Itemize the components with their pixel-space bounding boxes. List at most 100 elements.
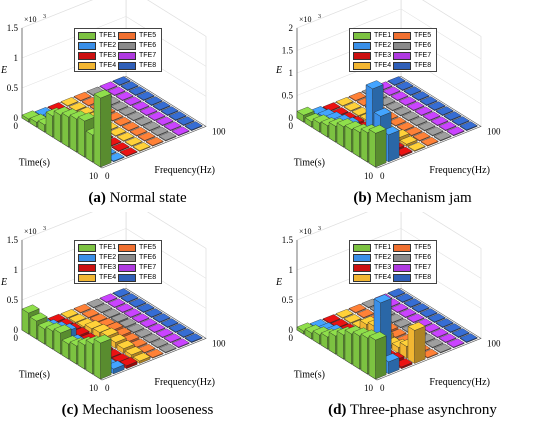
bar-tfe8-t7 <box>168 111 187 122</box>
legend-swatch <box>353 244 371 252</box>
legend-swatch <box>353 32 371 40</box>
legend-item-tfe7: TFE7 <box>393 263 433 273</box>
bar-tfe7-t8 <box>438 333 457 344</box>
z-tick-label: 2 <box>289 23 294 33</box>
legend-swatch <box>118 274 136 282</box>
legend-label: TFE8 <box>414 62 432 69</box>
bar-tfe8-t5 <box>427 313 446 324</box>
legend-label: TFE3 <box>374 264 392 271</box>
legend-swatch <box>393 42 411 50</box>
panel-caption: (b) Mechanism jam <box>275 190 550 207</box>
legend-label: TFE3 <box>99 264 117 271</box>
legend-swatch <box>393 254 411 262</box>
legend-swatch <box>353 62 371 70</box>
z-axis-label: E <box>0 277 7 288</box>
bar-tfe7-t0 <box>99 293 118 304</box>
legend-label: TFE8 <box>139 274 157 281</box>
z-exponent-power: 3 <box>43 14 46 20</box>
bar-tfe6-t7 <box>142 121 161 132</box>
bar-tfe7-t8 <box>438 121 457 132</box>
bar-tfe8-t5 <box>427 101 446 112</box>
bar-tfe8-t3 <box>411 303 430 314</box>
bar-tfe6-t9 <box>158 343 177 354</box>
freq-axis-label: Frequency(Hz) <box>429 165 490 176</box>
panel-b: 0 0.5 1 1.5 2 E ×10 3 0 10 0 100 Time(s) Frequency(Hz… <box>275 0 550 211</box>
legend-label: TFE7 <box>414 264 432 271</box>
time-tick-label: 10 <box>89 383 99 393</box>
bar-tfe7-t7 <box>430 116 449 127</box>
legend-label: TFE2 <box>99 254 117 261</box>
z-axis-label: E <box>0 65 7 76</box>
legend-swatch <box>118 254 136 262</box>
bar-tfe8-t0 <box>387 76 406 87</box>
caption-text: Mechanism looseness <box>78 402 214 418</box>
bar-tfe1-t9 <box>93 89 112 168</box>
bar-tfe7-t3 <box>123 96 142 107</box>
bar-tfe5-t7 <box>129 126 148 137</box>
bar-tfe6-t6 <box>134 328 153 339</box>
bar-tfe6-t3 <box>385 101 404 112</box>
bar-tfe4-t0 <box>60 309 79 319</box>
legend-item-tfe3: TFE3 <box>353 263 393 273</box>
legend-label: TFE1 <box>99 244 117 251</box>
time-axis-label: Time(s) <box>19 158 50 169</box>
bar-tfe4-t0 <box>335 309 354 319</box>
legend-item-tfe5: TFE5 <box>118 243 158 253</box>
legend-swatch <box>118 42 136 50</box>
time-tick-label: 0 <box>289 333 294 343</box>
panel-c: 0 0.5 1 1.5 E ×10 3 0 10 0 100 Time(s) Frequency(Hz)… <box>0 212 275 423</box>
legend-item-tfe1: TFE1 <box>353 31 393 41</box>
bar-tfe8-t8 <box>176 116 195 127</box>
z-exponent: ×10 <box>24 227 37 236</box>
bar-tfe8-t7 <box>443 111 462 122</box>
z-exponent-power: 3 <box>43 226 46 232</box>
freq-tick-label: 100 <box>487 126 501 136</box>
legend: TFE1 TFE5 TFE2 TFE6 TFE3 TFE7 TFE4 TFE8 <box>74 240 162 284</box>
bar-tfe7-t6 <box>147 323 166 334</box>
freq-tick-label: 0 <box>105 383 110 393</box>
time-axis-label: Time(s) <box>294 158 325 169</box>
bar-tfe8-t6 <box>160 318 179 329</box>
legend-label: TFE6 <box>139 42 157 49</box>
legend-label: TFE6 <box>414 42 432 49</box>
legend-swatch <box>78 32 96 40</box>
bar-tfe7-t7 <box>430 328 449 339</box>
bar-tfe7-t6 <box>147 111 166 122</box>
bar-tfe1-t9 <box>368 124 387 168</box>
legend-label: TFE6 <box>414 254 432 261</box>
bar-tfe6-t9 <box>433 343 452 354</box>
freq-tick-label: 100 <box>212 338 226 348</box>
z-gridline <box>296 8 482 60</box>
z-exponent-power: 3 <box>318 226 321 232</box>
bar-tfe7-t2 <box>390 91 409 102</box>
bar-tfe5-t9 <box>145 136 164 147</box>
bar-tfe8-t8 <box>451 328 470 339</box>
bar-tfe8-t5 <box>152 101 171 112</box>
bar-tfe4-t1 <box>343 102 362 112</box>
bar-tfe8-t9 <box>459 333 478 344</box>
legend-swatch <box>393 264 411 272</box>
panel-label: (b) <box>353 190 372 206</box>
bar-tfe7-t8 <box>163 121 182 132</box>
freq-tick-label: 0 <box>380 383 385 393</box>
bar-tfe7-t3 <box>398 96 417 107</box>
bar-tfe8-t4 <box>144 96 163 107</box>
bar-tfe7-t9 <box>446 126 465 137</box>
legend-swatch <box>78 52 96 60</box>
caption-text: Normal state <box>105 190 187 206</box>
legend-item-tfe7: TFE7 <box>118 51 158 61</box>
bar-tfe7-t7 <box>155 328 174 339</box>
legend-label: TFE2 <box>374 254 392 261</box>
bar-tfe6-t9 <box>433 131 452 142</box>
bar-tfe7-t1 <box>382 86 401 97</box>
bar-tfe7-t2 <box>115 91 134 102</box>
legend-item-tfe4: TFE4 <box>78 273 118 283</box>
z-axis-label: E <box>275 65 282 76</box>
legend-item-tfe2: TFE2 <box>78 41 118 51</box>
bar-tfe8-t2 <box>403 86 422 97</box>
bar-tfe5-t9 <box>420 136 439 147</box>
z-tick-label: 0.5 <box>7 83 19 93</box>
bar-tfe7-t3 <box>123 308 142 319</box>
bar-tfe8-t6 <box>160 106 179 117</box>
